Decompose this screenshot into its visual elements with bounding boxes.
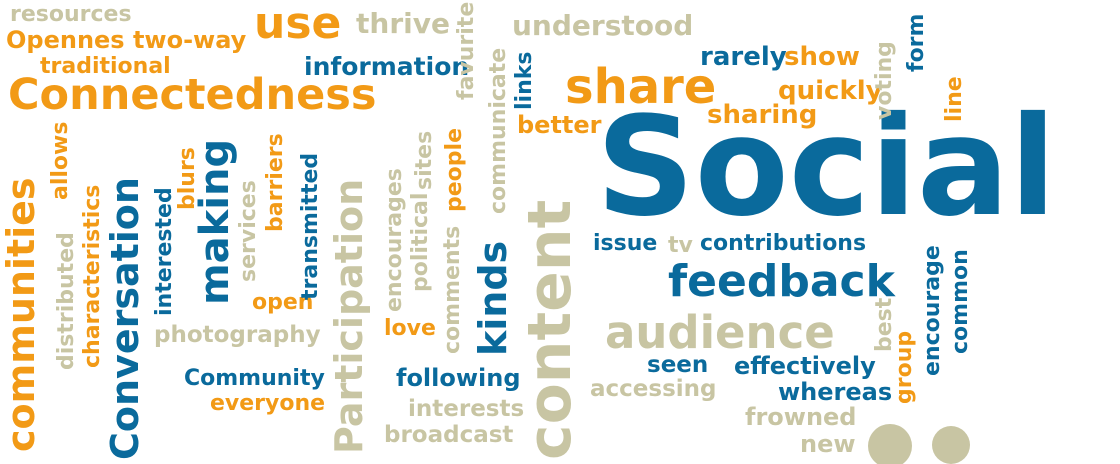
word-barriers: barriers (263, 133, 288, 232)
word-transmitted: transmitted (298, 152, 323, 300)
word-new: new (800, 430, 856, 458)
word-love: love (384, 316, 436, 341)
word-distributed: distributed (54, 232, 79, 370)
word-common: common (948, 249, 973, 354)
word-participation: Participation (327, 178, 371, 454)
word-audience: audience (605, 306, 835, 359)
word-photography: photography (154, 322, 321, 348)
word-content: content (515, 199, 585, 460)
word-connectedness: Connectedness (8, 70, 377, 120)
word-resources: resources (10, 2, 132, 27)
word-line: line (942, 76, 967, 122)
word-kinds: kinds (471, 240, 515, 356)
word-frowned: frowned (745, 403, 857, 431)
word-voting: voting (872, 41, 897, 120)
word-community: Community (184, 366, 325, 391)
word-understood: understood (512, 9, 694, 42)
word-issue: issue (593, 231, 658, 256)
word-making: making (192, 138, 238, 305)
word-characteristics: characteristics (80, 184, 105, 368)
word-feedback: feedback (668, 256, 895, 307)
word-information: information (304, 52, 470, 81)
word-favurite: favurite (454, 1, 479, 100)
decorative-dot (868, 424, 912, 464)
word-use: use (254, 0, 342, 49)
word-political: political (408, 192, 433, 292)
word-contributions: contributions (700, 231, 867, 256)
word-interested: interested (152, 187, 177, 316)
word-communities: communities (0, 177, 43, 452)
word-seen: seen (647, 352, 709, 378)
word-traditional: traditional (40, 54, 171, 79)
word-communicate: communicate (486, 47, 511, 214)
word-links: links (512, 51, 537, 110)
word-social: Social (596, 88, 1057, 247)
word-group: group (892, 330, 917, 404)
word-accessing: accessing (590, 376, 717, 402)
word-encourages: encourages (382, 168, 407, 312)
decorative-dot (932, 426, 970, 464)
word-tv: tv (668, 233, 693, 258)
word-allows: allows (48, 121, 73, 200)
word-thrive: thrive (356, 7, 450, 40)
word-effectively: effectively (734, 352, 876, 380)
word-broadcast: broadcast (384, 422, 514, 448)
word-whereas: whereas (778, 378, 893, 406)
word-show: show (784, 42, 860, 72)
word-encourage: encourage (920, 245, 945, 376)
word-sharing: sharing (707, 100, 818, 130)
word-better: better (517, 111, 602, 139)
word-quickly: quickly (778, 76, 883, 106)
word-rarely: rarely (700, 42, 787, 72)
word-opennes-two-way: Opennes two-way (6, 26, 247, 54)
word-share: share (565, 59, 717, 115)
word-comments: comments (440, 225, 465, 354)
word-interests: interests (408, 396, 525, 422)
word-everyone: everyone (210, 391, 326, 416)
word-conversation: Conversation (103, 177, 147, 460)
word-following: following (396, 364, 521, 392)
word-form: form (904, 13, 929, 72)
word-open: open (252, 290, 314, 315)
word-services: services (236, 180, 261, 282)
word-people: people (442, 128, 467, 212)
word-sites: sites (412, 130, 437, 190)
